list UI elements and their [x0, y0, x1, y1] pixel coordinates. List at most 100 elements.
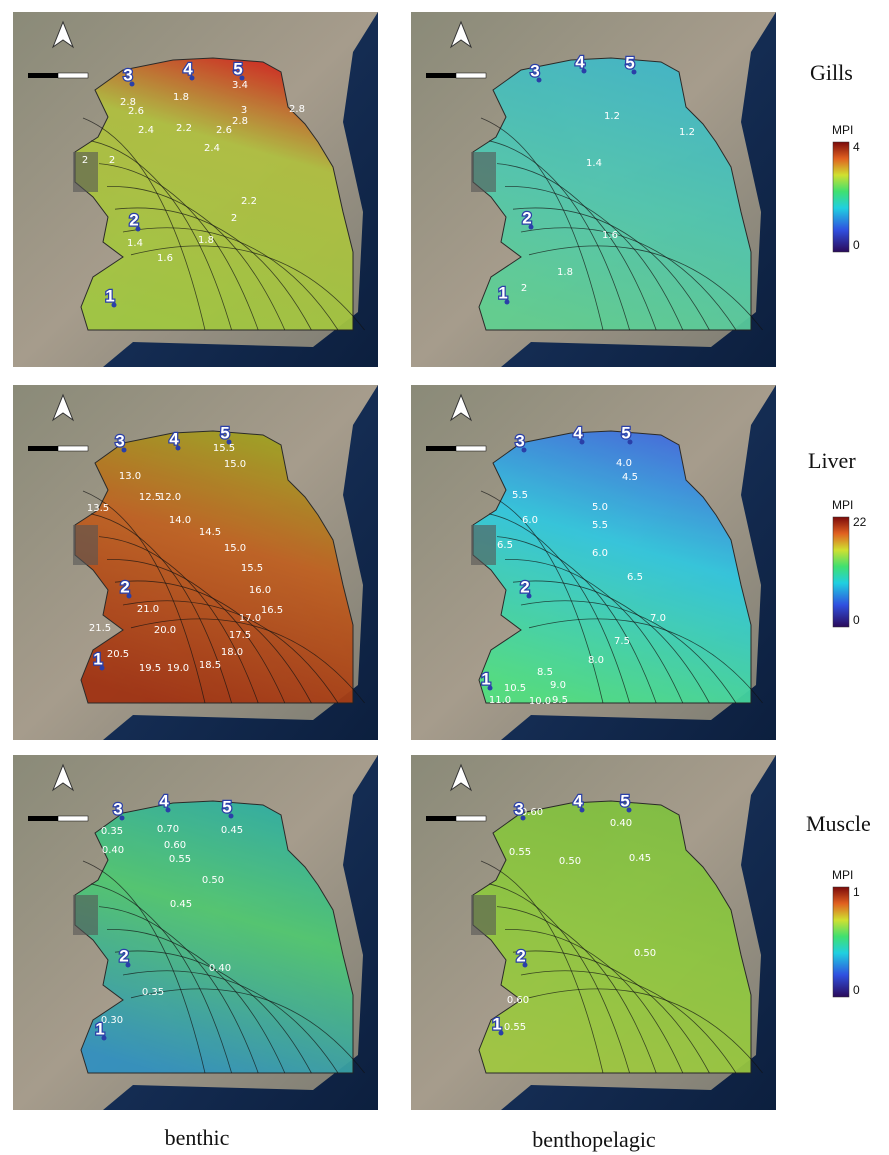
- pier: [73, 895, 98, 935]
- pier: [471, 895, 496, 935]
- station-label: 2: [516, 946, 525, 965]
- contour-line: [130, 988, 365, 1074]
- contour-label: 10.5: [504, 683, 526, 694]
- contour-label: 2.4: [138, 125, 154, 136]
- contour-label: 16.0: [249, 585, 271, 596]
- legend-title: MPI: [832, 868, 853, 882]
- scale-bar: [455, 72, 487, 79]
- contour-label: 1.6: [157, 253, 173, 264]
- contour-label: 2: [231, 213, 237, 224]
- contour-label: 3: [241, 105, 247, 116]
- scale-bar: [426, 446, 456, 451]
- station-dot: [627, 439, 633, 445]
- legend-max: 22: [853, 515, 867, 529]
- contour-label: 6.5: [627, 572, 643, 583]
- station-label: 2: [520, 577, 529, 596]
- sea: [501, 12, 776, 367]
- station-label: 5: [220, 423, 229, 442]
- station-label: 5: [620, 791, 629, 810]
- station-label: 2: [522, 208, 531, 227]
- legend-max: 1: [853, 885, 860, 899]
- contour-label: 1.2: [679, 127, 695, 138]
- station-label: 5: [222, 797, 231, 816]
- station-label: 1: [481, 669, 490, 688]
- contour-line: [130, 245, 365, 331]
- scale-bar: [57, 815, 89, 822]
- station-dot: [521, 447, 527, 453]
- contour-label: 0.50: [559, 856, 581, 867]
- station-label: 5: [233, 59, 242, 78]
- station-dot: [498, 1030, 504, 1036]
- contour-label: 1.2: [604, 111, 620, 122]
- map-panel: 1.2 1.2 1.4 1.6 1.8 2 1 2 3 4 5: [411, 12, 776, 367]
- row-label: Gills: [810, 60, 853, 85]
- row-label: Liver: [808, 448, 856, 473]
- scale-bar: [57, 72, 89, 79]
- row-label: Muscle: [806, 811, 871, 836]
- contour-label: 0.55: [509, 847, 531, 858]
- contour-line: [82, 490, 206, 704]
- contour-label: 21.5: [89, 623, 111, 634]
- contour-label: 1.8: [173, 92, 189, 103]
- contour-label: 1.4: [586, 158, 602, 169]
- color-bar: [832, 886, 850, 998]
- sea: [501, 755, 776, 1110]
- station-dot: [119, 815, 125, 821]
- legend-min: 0: [853, 238, 860, 252]
- scale-bar: [28, 73, 58, 78]
- station-label: 4: [573, 423, 583, 442]
- legend-min: 0: [853, 983, 860, 997]
- scale-bar: [455, 445, 487, 452]
- contour-label: 2.2: [176, 123, 192, 134]
- contour-line: [504, 558, 684, 704]
- contour-line: [528, 618, 763, 704]
- contour-label: 1.4: [127, 238, 143, 249]
- contour-label: 1.8: [198, 235, 214, 246]
- station-label: 5: [621, 423, 630, 442]
- station-label: 1: [492, 1014, 501, 1033]
- scale-bar: [426, 816, 456, 821]
- north-arrow: [449, 393, 473, 422]
- contour-label: 19.0: [167, 663, 189, 674]
- contour-label: 0.40: [102, 845, 124, 856]
- contour-label: 11.0: [489, 695, 511, 706]
- contour-label: 5.0: [592, 502, 608, 513]
- station-dot: [579, 807, 585, 813]
- contour-line: [496, 906, 657, 1074]
- station-label: 2: [119, 946, 128, 965]
- contour-line: [520, 227, 737, 331]
- contour-line: [122, 227, 339, 331]
- contour-label: 0.50: [634, 948, 656, 959]
- station-label: 3: [123, 65, 132, 84]
- legend-max: 4: [853, 140, 860, 154]
- contour-line: [528, 988, 763, 1074]
- contour-label: 8.5: [537, 667, 553, 678]
- station-dot: [631, 69, 637, 75]
- station-dot: [579, 439, 585, 445]
- contour-label: 2.8: [289, 104, 305, 115]
- contour-label: 0.35: [142, 987, 164, 998]
- contour-line: [512, 207, 710, 331]
- map-panel: 13.013.512.512.014.014.515.015.516.016.5…: [13, 385, 378, 740]
- contour-label: 14.0: [169, 515, 191, 526]
- contour-label: 21.0: [137, 604, 159, 615]
- contour-line: [496, 536, 657, 704]
- station-dot: [129, 81, 135, 87]
- contour-line: [480, 490, 604, 704]
- scale-bar: [57, 445, 89, 452]
- contour-label: 17.0: [239, 613, 261, 624]
- station-dot: [126, 593, 132, 599]
- contour-label: 2: [521, 283, 527, 294]
- contour-label: 7.5: [614, 636, 630, 647]
- contour-line: [114, 950, 312, 1074]
- column-label: benthic: [165, 1125, 230, 1150]
- station-label: 3: [514, 799, 523, 818]
- map-panel: 1.82.22.62.82.43.432.82.62.42.82 22.221.8…: [13, 12, 378, 367]
- contour-label: 15.0: [224, 543, 246, 554]
- station-dot: [626, 807, 632, 813]
- contour-line: [122, 600, 339, 704]
- station-label: 3: [515, 431, 524, 450]
- station-dot: [125, 962, 131, 968]
- contour-line: [512, 950, 710, 1074]
